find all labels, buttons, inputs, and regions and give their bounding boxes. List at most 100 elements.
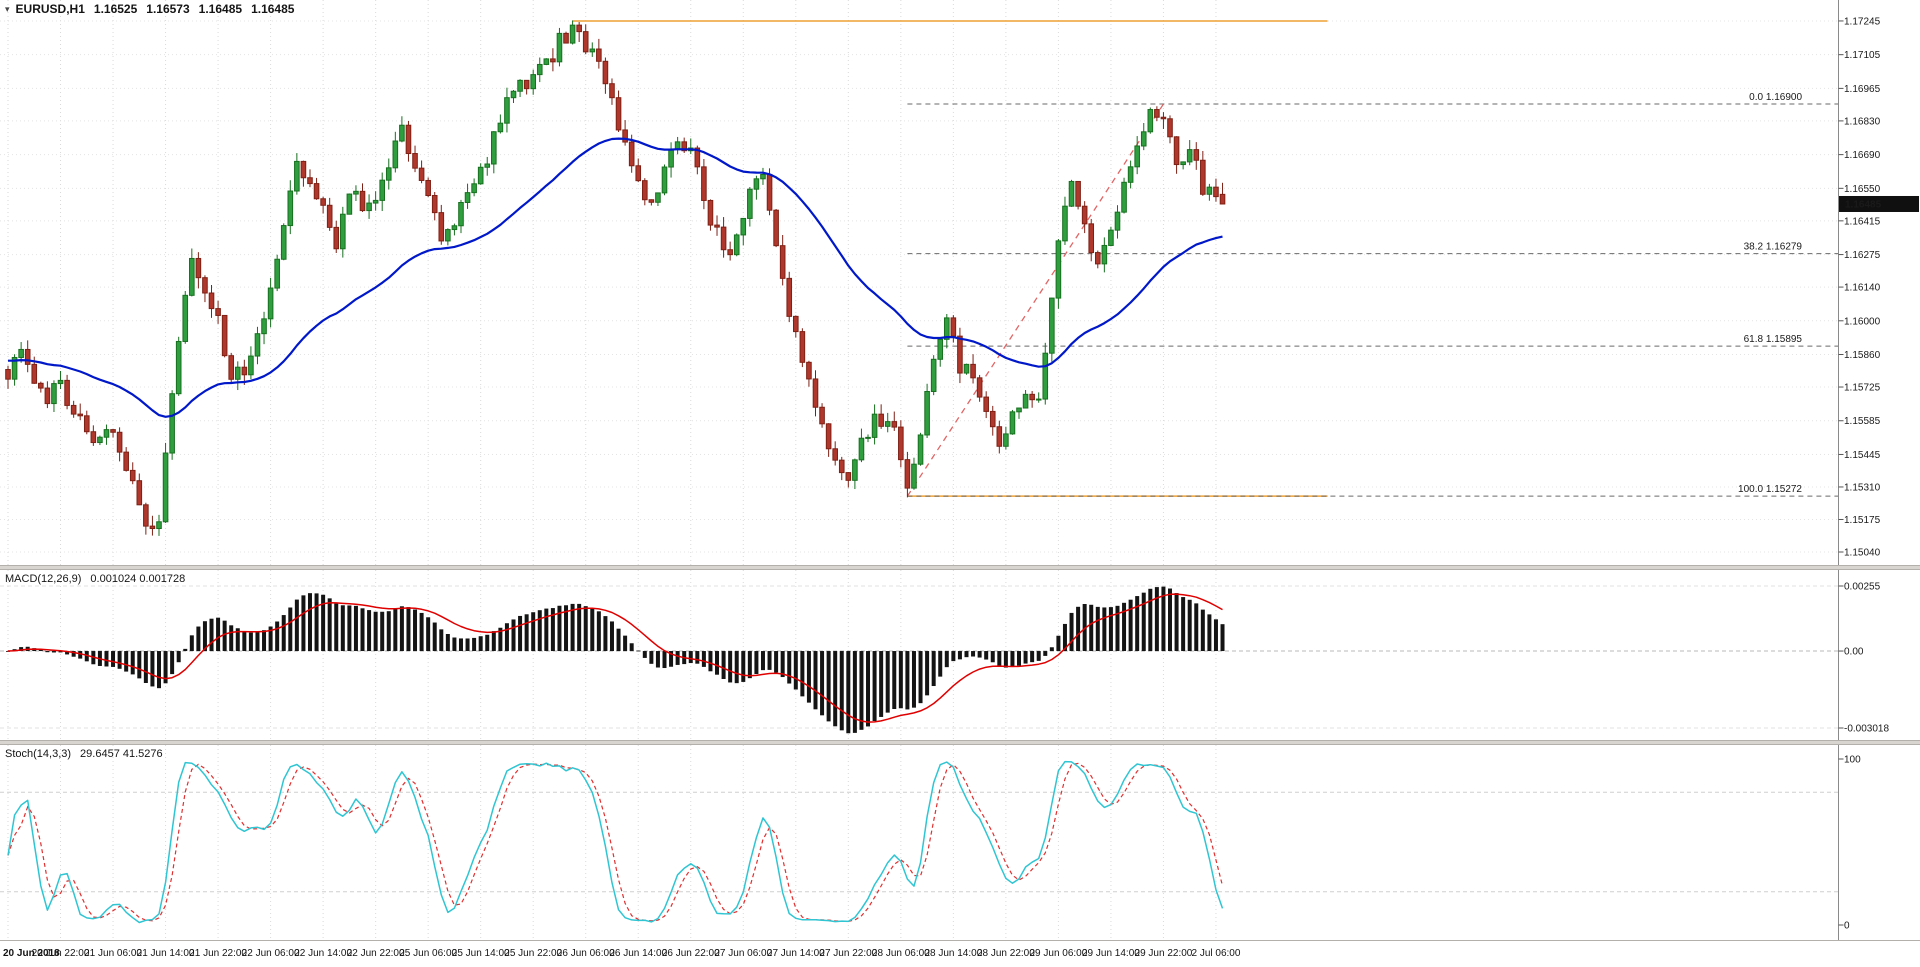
candle-body <box>642 180 648 201</box>
time-axis-label: 20 Jun 22:00 <box>31 948 90 959</box>
time-axis-label: 22 Jun 06:00 <box>241 948 300 959</box>
candle-body <box>77 413 84 417</box>
candle-body <box>379 179 386 201</box>
candle-body <box>70 404 77 415</box>
candle-body <box>366 202 372 212</box>
time-scale[interactable]: 20 Jun 2018 20 Jun 22:00 21 Jun 06:00 21 Ju… <box>0 940 1920 967</box>
price-scale[interactable]: 1.17245 1.17105 1.16965 1.16830 1.16690 1.165… <box>1838 0 1920 565</box>
stochastic-canvas[interactable]: 100 0 <box>0 745 1920 940</box>
price-chart-panel: 0.0 1.16900 38.2 1.16279 61.8 1.15895 100.0… <box>0 0 1920 565</box>
macd-signal-line <box>7 593 1223 723</box>
macd-scale[interactable]: 0.00255 0.00 -0.003018 <box>1838 570 1890 740</box>
fib-trendline[interactable] <box>906 103 1164 497</box>
candle-body <box>431 194 438 214</box>
panel-resize-separator-2[interactable] <box>0 740 1920 745</box>
candle-body <box>103 429 110 438</box>
price-scale-label: 1.16275 <box>1844 250 1881 261</box>
candle-body <box>766 173 773 211</box>
candle-body <box>845 472 852 481</box>
candle-body <box>510 90 517 99</box>
candle-body <box>1186 149 1193 163</box>
candle-body <box>655 192 661 203</box>
candle-body <box>930 358 937 393</box>
candle-body <box>898 426 904 461</box>
candle-body <box>1127 166 1134 183</box>
candle-body <box>464 192 471 204</box>
candle-body <box>576 24 582 33</box>
candle-body <box>569 24 576 44</box>
candle-body <box>136 480 143 506</box>
stoch-signal-line <box>7 762 1224 923</box>
candle-body <box>996 426 1003 447</box>
candle-body <box>1206 186 1213 195</box>
moving-average-line[interactable] <box>7 137 1223 418</box>
candle-body <box>405 124 412 155</box>
candle-body <box>44 387 51 405</box>
candle-body <box>477 166 484 185</box>
fib-level-label: 0.0 1.16900 <box>1749 92 1802 103</box>
panel-resize-separator[interactable] <box>0 565 1920 570</box>
candle-body <box>681 141 687 152</box>
time-axis-label: 27 Jun 22:00 <box>819 948 878 959</box>
fibonacci-retracement[interactable]: 0.0 1.16900 38.2 1.16279 61.8 1.15895 100.0… <box>906 92 1839 497</box>
candle-body <box>228 355 235 380</box>
macd-scale-label: -0.003018 <box>1844 724 1889 735</box>
candle-body <box>234 366 241 380</box>
current-price-badge <box>1839 195 1919 212</box>
candle-body <box>950 317 957 337</box>
candle-body <box>156 521 162 530</box>
candle-body <box>399 124 405 142</box>
time-axis-label: 25 Jun 06:00 <box>399 948 458 959</box>
macd-canvas[interactable]: 0.00255 0.00 -0.003018 <box>0 570 1920 740</box>
time-axis-label: 25 Jun 14:00 <box>451 948 510 959</box>
candle-body <box>195 257 202 279</box>
candle-body <box>484 163 491 168</box>
macd-panel: 0.00255 0.00 -0.003018 MACD(12,26,9) 0.001… <box>0 570 1920 740</box>
candle-body <box>602 60 609 85</box>
candle-body <box>254 333 261 357</box>
time-axis-label: 28 Jun 06:00 <box>871 948 930 959</box>
candle-body <box>865 436 871 439</box>
candle-body <box>1042 352 1049 400</box>
time-axis-label: 27 Jun 06:00 <box>714 948 773 959</box>
macd-scale-label: 0.00255 <box>1844 582 1881 593</box>
price-chart-canvas[interactable]: 0.0 1.16900 38.2 1.16279 61.8 1.15895 100.0… <box>0 0 1920 565</box>
candle-body <box>385 167 392 181</box>
candle-body <box>694 147 701 168</box>
candle-body <box>701 166 707 201</box>
candle-body <box>143 504 149 527</box>
candle-body <box>1154 109 1160 118</box>
candle-body <box>786 277 793 317</box>
candle-body <box>819 406 825 425</box>
candle-body <box>359 190 366 212</box>
candle-body <box>793 315 799 333</box>
candle-body <box>90 431 97 444</box>
candle-body <box>1108 229 1114 246</box>
candle-body <box>123 451 129 471</box>
candle-body <box>543 58 550 65</box>
price-scale-label: 1.16550 <box>1844 184 1881 195</box>
candle-body <box>471 183 477 194</box>
price-scale-label: 1.17245 <box>1844 16 1881 27</box>
stochastic-panel: 100 0 Stoch(14,3,3) 29.6457 41.5276 <box>0 745 1920 940</box>
candle-body <box>963 363 970 374</box>
candle-body <box>589 48 596 53</box>
stoch-scale[interactable]: 100 0 <box>1838 745 1862 940</box>
time-axis-label: 2 Jul 06:00 <box>1191 948 1241 959</box>
horizontal-level-lines[interactable] <box>572 20 1328 497</box>
time-axis-label: 20 Jun 2018 <box>3 948 60 959</box>
candle-body <box>425 179 431 196</box>
time-axis-label: 28 Jun 22:00 <box>976 948 1035 959</box>
candle-body <box>5 369 11 380</box>
candle-body <box>97 436 103 444</box>
candle-body <box>162 452 169 523</box>
price-scale-label: 1.16965 <box>1844 84 1881 95</box>
price-scale-label: 1.16140 <box>1844 283 1881 294</box>
candle-body <box>878 413 884 427</box>
candle-body <box>609 83 615 99</box>
candle-body <box>635 165 642 182</box>
candle-body <box>1101 244 1108 265</box>
candle-body <box>11 356 18 380</box>
candle-body <box>530 74 537 90</box>
candle-body <box>57 379 64 385</box>
